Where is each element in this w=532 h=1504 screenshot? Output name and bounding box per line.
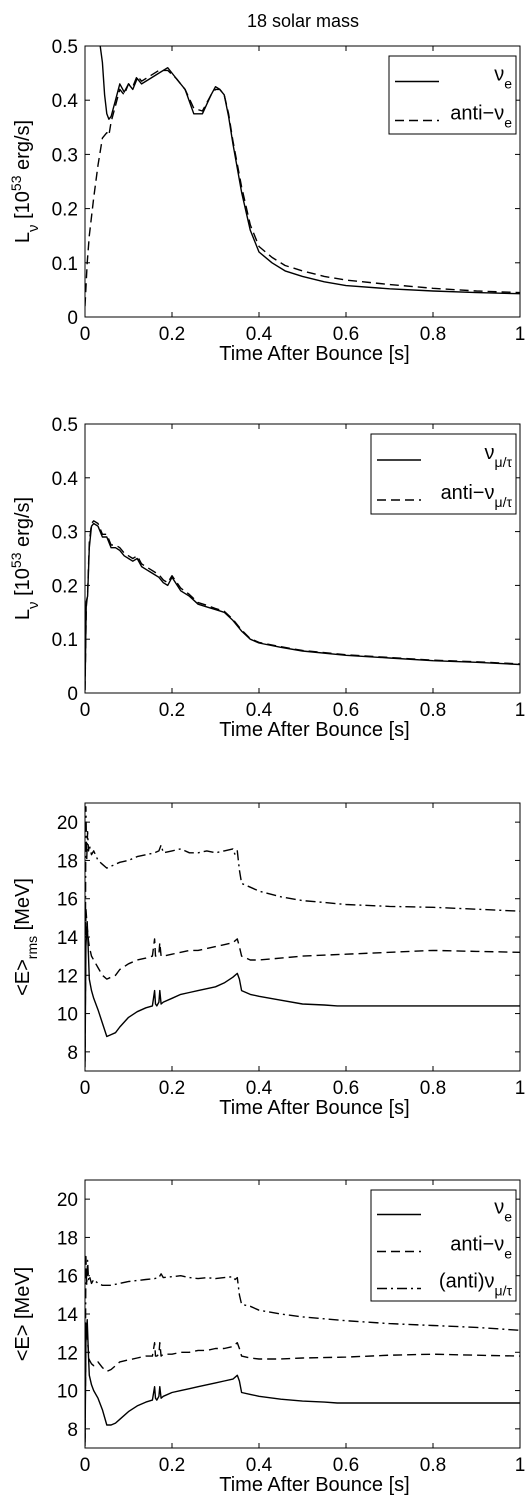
y-tick-label: 0.1: [52, 630, 78, 651]
x-tick-label: 0.8: [420, 324, 446, 345]
series-line-dashed: [85, 69, 520, 307]
axes-frame: [84, 423, 521, 694]
series-line-dashed: [85, 520, 520, 691]
series-line-dashdot: [85, 806, 520, 1052]
y-tick-label: 12: [57, 966, 78, 987]
x-axis-label: Time After Bounce [s]: [219, 343, 409, 365]
y-tick-label: 8: [67, 1420, 78, 1441]
figure-title: 18 solar mass: [247, 11, 359, 31]
legend-box: [370, 1189, 517, 1302]
series-line-dashdot: [85, 1255, 520, 1439]
y-tick-label: 0.2: [52, 200, 78, 221]
x-tick-label: 0: [80, 700, 91, 721]
x-tick-label: 0.4: [246, 324, 273, 345]
series-line-dashed: [85, 1322, 520, 1443]
series-line-solid: [85, 522, 520, 691]
y-tick-label: 18: [57, 851, 78, 872]
x-tick-label: 0.8: [420, 1078, 446, 1099]
y-tick-label: 14: [57, 1305, 79, 1326]
y-tick-label: 20: [57, 1190, 78, 1211]
y-tick-label: 20: [57, 813, 78, 834]
y-axis-label: <E>rms [MeV]: [12, 878, 40, 996]
y-tick-label: 16: [57, 890, 78, 911]
x-axis-label: Time After Bounce [s]: [219, 1474, 409, 1496]
x-tick-label: 0: [80, 1078, 91, 1099]
axes-frame: [84, 802, 521, 1072]
x-tick-label: 0.4: [246, 1455, 273, 1476]
panel-2: 0 0.2 0.4 0.6 0.8 1 0 0.1 0.2 0.3 0.4 0.5 Time After…: [8, 415, 525, 741]
y-tick-label: 0: [67, 308, 78, 329]
x-tick-label: 0.4: [246, 700, 273, 721]
y-tick-label: 12: [57, 1343, 78, 1364]
x-tick-label: 0.6: [333, 1078, 359, 1099]
x-tick-label: 0.2: [159, 324, 185, 345]
y-axis-label: Lν [1053 erg/s]: [8, 120, 42, 243]
x-axis-label: Time After Bounce [s]: [219, 719, 409, 741]
series-line-solid: [85, 921, 520, 1068]
x-tick-label: 1: [515, 1078, 526, 1099]
y-tick-label: 14: [57, 928, 79, 949]
series-line-dashed: [85, 907, 520, 1062]
axes-frame: [84, 45, 521, 318]
y-tick-label: 0.5: [52, 415, 78, 436]
y-tick-label: 0.4: [52, 469, 79, 490]
y-tick-label: 16: [57, 1267, 78, 1288]
y-tick-label: 10: [57, 1005, 78, 1026]
x-axis-label: Time After Bounce [s]: [219, 1097, 409, 1119]
x-tick-label: 1: [515, 700, 526, 721]
x-tick-label: 0.2: [159, 700, 185, 721]
y-tick-label: 0.5: [52, 37, 78, 58]
y-tick-label: 0.4: [52, 91, 79, 112]
y-tick-label: 0.3: [52, 523, 78, 544]
y-tick-label: 0.1: [52, 254, 78, 275]
x-tick-label: 0.2: [159, 1455, 185, 1476]
y-axis-label: <E> [MeV]: [12, 1267, 34, 1362]
y-tick-label: 0.2: [52, 576, 78, 597]
y-tick-label: 10: [57, 1382, 78, 1403]
series-line-solid: [85, 1318, 520, 1447]
y-axis-label: Lν [1053 erg/s]: [8, 497, 42, 620]
y-tick-label: 0: [67, 684, 78, 705]
x-tick-label: 0.6: [333, 324, 359, 345]
x-tick-label: 0.6: [333, 700, 359, 721]
x-tick-label: 0: [80, 324, 91, 345]
panel-1: 0 0.2 0.4 0.6 0.8 1 0 0.1 0.2 0.3 0.4 0.5 Time After…: [8, 37, 525, 365]
x-tick-label: 0.8: [420, 1455, 446, 1476]
y-tick-label: 0.3: [52, 145, 78, 166]
x-tick-label: 0.4: [246, 1078, 273, 1099]
x-tick-label: 0: [80, 1455, 91, 1476]
x-tick-label: 1: [515, 324, 526, 345]
x-tick-label: 0.8: [420, 700, 446, 721]
y-tick-label: 8: [67, 1043, 78, 1064]
series-line-solid: [99, 46, 520, 295]
x-tick-label: 0.2: [159, 1078, 185, 1099]
x-tick-label: 1: [515, 1455, 526, 1476]
x-tick-label: 0.6: [333, 1455, 359, 1476]
y-tick-label: 18: [57, 1228, 78, 1249]
